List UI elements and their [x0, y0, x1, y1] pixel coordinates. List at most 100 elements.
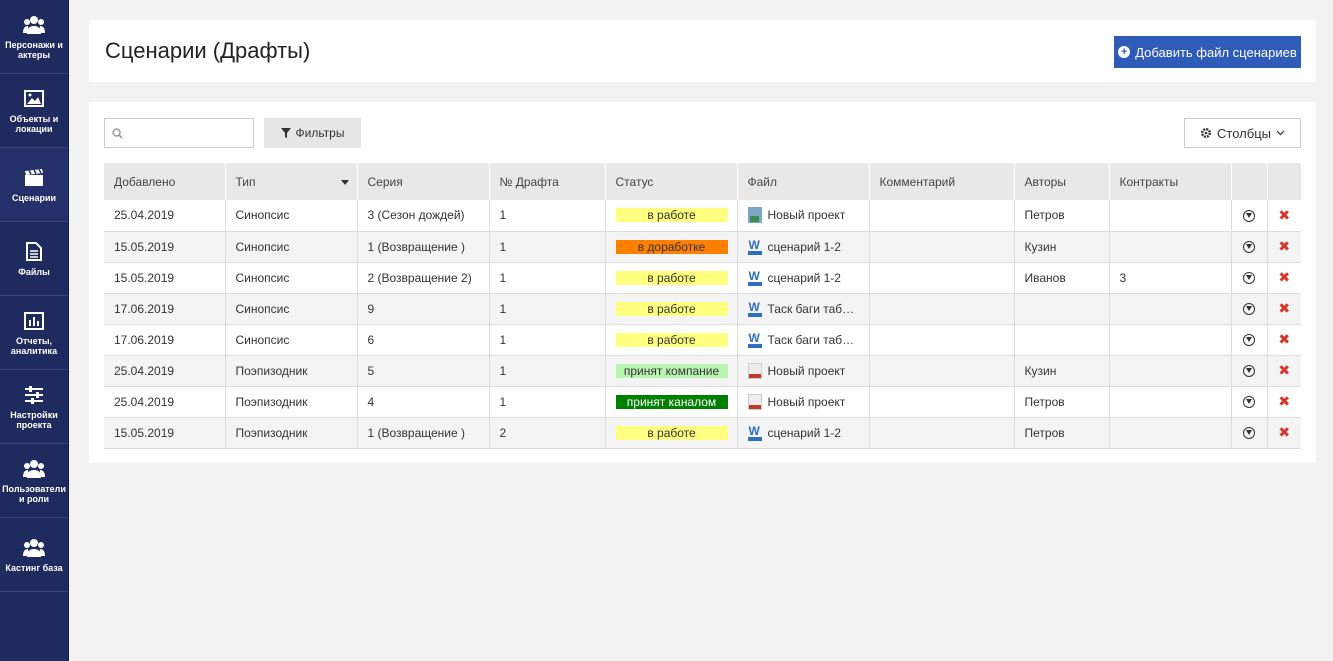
added-cell: 17.06.2019	[104, 324, 226, 356]
clapperboard-icon	[23, 167, 45, 189]
columns-label: Столбцы	[1217, 125, 1271, 141]
table-header-row: Добавлено Тип Серия № Драфта Статус Файл Комме…	[104, 163, 1301, 200]
column-header-label: Добавлено	[114, 174, 176, 189]
draft-cell: 1	[489, 355, 606, 387]
type-cell: Поэпизодник	[225, 417, 358, 449]
file-name-link[interactable]: Таск баги таб…	[767, 301, 855, 316]
file-name-link[interactable]: сценарий 1-2	[767, 270, 841, 285]
column-header[interactable]: № Драфта	[489, 163, 606, 200]
table-row[interactable]: 17.06.2019 Синопсис 9 1 в работе W Таск баги т…	[104, 293, 1301, 325]
status-badge: в работе	[615, 425, 728, 440]
sidebar-item-1[interactable]: Объекты и локации	[0, 74, 68, 148]
delete-icon[interactable]: ✖	[1278, 331, 1291, 347]
sidebar-item-7[interactable]: Кастинг база	[0, 518, 68, 592]
file-name-link[interactable]: сценарий 1-2	[767, 239, 841, 254]
status-cell: принят каналом	[605, 386, 738, 418]
sidebar-item-label: Пользователи и роли	[2, 483, 66, 504]
contracts-cell	[1109, 231, 1232, 263]
sidebar-item-6[interactable]: Пользователи и роли	[0, 444, 68, 518]
table-row[interactable]: 15.05.2019 Синопсис 2 (Возвращение 2) 1 в ра…	[104, 262, 1301, 294]
column-header[interactable]: Файл	[737, 163, 870, 200]
columns-button[interactable]: Столбцы	[1184, 118, 1301, 148]
type-cell: Синопсис	[225, 231, 358, 263]
delete-icon[interactable]: ✖	[1278, 238, 1291, 254]
sidebar-item-label: Настройки проекта	[10, 409, 58, 430]
status-cell: принят компание	[605, 355, 738, 387]
sidebar-item-4[interactable]: Отчеты, аналитика	[0, 296, 68, 370]
file-cell[interactable]: Новый проект	[737, 200, 870, 232]
download-icon[interactable]	[1243, 241, 1255, 254]
sidebar-item-label: Персонажи и актеры	[5, 39, 63, 60]
delete-icon[interactable]: ✖	[1278, 424, 1291, 440]
status-badge: принят компание	[615, 363, 728, 378]
table-row[interactable]: 15.05.2019 Поэпизодник 1 (Возвращение ) 2 в …	[104, 417, 1301, 449]
column-header[interactable]: Статус	[605, 163, 738, 200]
file-name-link[interactable]: Таск баги таб…	[767, 332, 855, 347]
type-cell: Синопсис	[225, 200, 358, 232]
added-cell: 15.05.2019	[104, 231, 226, 263]
contracts-cell	[1109, 293, 1232, 325]
table-row[interactable]: 17.06.2019 Синопсис 6 1 в работе W Таск баги т…	[104, 324, 1301, 356]
type-cell: Синопсис	[225, 262, 358, 294]
added-cell: 15.05.2019	[104, 262, 226, 294]
sidebar-item-0[interactable]: Персонажи и актеры	[0, 0, 68, 74]
search-box[interactable]	[104, 118, 254, 148]
download-icon[interactable]	[1243, 427, 1255, 440]
download-icon[interactable]	[1243, 303, 1255, 316]
column-header[interactable]: Комментарий	[869, 163, 1015, 200]
authors-cell: Петров	[1014, 200, 1110, 232]
file-cell[interactable]: Новый проект	[737, 386, 870, 418]
column-header[interactable]: Серия	[357, 163, 490, 200]
status-cell: в работе	[605, 262, 738, 294]
users-icon	[23, 537, 45, 559]
file-name-link[interactable]: Новый проект	[767, 394, 846, 409]
file-cell[interactable]: W Таск баги таб…	[737, 293, 870, 325]
file-name-link[interactable]: Новый проект	[767, 208, 846, 223]
sort-caret-icon[interactable]	[340, 179, 349, 185]
sidebar-item-5[interactable]: Настройки проекта	[0, 370, 68, 444]
file-cell[interactable]: Новый проект	[737, 355, 870, 387]
download-icon[interactable]	[1243, 334, 1255, 347]
file-cell[interactable]: W Таск баги таб…	[737, 324, 870, 356]
word-file-icon: W	[747, 301, 762, 317]
delete-cell: ✖	[1267, 386, 1301, 418]
column-header[interactable]: Авторы	[1014, 163, 1110, 200]
download-cell	[1231, 293, 1268, 325]
filter-icon	[280, 128, 291, 138]
search-icon	[112, 127, 123, 139]
chevron-down-icon	[1276, 130, 1285, 136]
file-name-link[interactable]: сценарий 1-2	[767, 425, 841, 440]
column-header[interactable]: Тип	[225, 163, 358, 200]
column-header[interactable]: Добавлено	[104, 163, 226, 200]
download-icon[interactable]	[1243, 365, 1255, 378]
file-name-link[interactable]: Новый проект	[767, 363, 846, 378]
table-row[interactable]: 25.04.2019 Поэпизодник 5 1 принят компание Но…	[104, 355, 1301, 387]
table-row[interactable]: 25.04.2019 Поэпизодник 4 1 принят каналом Нов…	[104, 386, 1301, 418]
delete-icon[interactable]: ✖	[1278, 300, 1291, 316]
table-row[interactable]: 15.05.2019 Синопсис 1 (Возвращение ) 1 в дор…	[104, 231, 1301, 263]
contracts-cell	[1109, 324, 1232, 356]
download-icon[interactable]	[1243, 210, 1255, 223]
delete-icon[interactable]: ✖	[1278, 393, 1291, 409]
scripts-table: Добавлено Тип Серия № Драфта Статус Файл Комме…	[104, 163, 1301, 449]
filters-button[interactable]: Фильтры	[264, 118, 361, 148]
added-cell: 25.04.2019	[104, 355, 226, 387]
search-input[interactable]	[129, 126, 249, 140]
column-header[interactable]: Контракты	[1109, 163, 1232, 200]
series-cell: 9	[357, 293, 490, 325]
delete-icon[interactable]: ✖	[1278, 269, 1291, 285]
sidebar-item-3[interactable]: Файлы	[0, 222, 68, 296]
download-icon[interactable]	[1243, 272, 1255, 285]
download-cell	[1231, 262, 1268, 294]
status-badge: в работе	[615, 332, 728, 347]
sidebar-item-2[interactable]: Сценарии	[0, 148, 68, 222]
users-icon	[23, 14, 45, 36]
download-icon[interactable]	[1243, 396, 1255, 409]
table-row[interactable]: 25.04.2019 Синопсис 3 (Сезон дождей) 1 в раб…	[104, 200, 1301, 232]
delete-icon[interactable]: ✖	[1278, 206, 1291, 223]
add-script-file-button[interactable]: + Добавить файл сценариев	[1114, 36, 1301, 68]
delete-icon[interactable]: ✖	[1278, 362, 1291, 378]
